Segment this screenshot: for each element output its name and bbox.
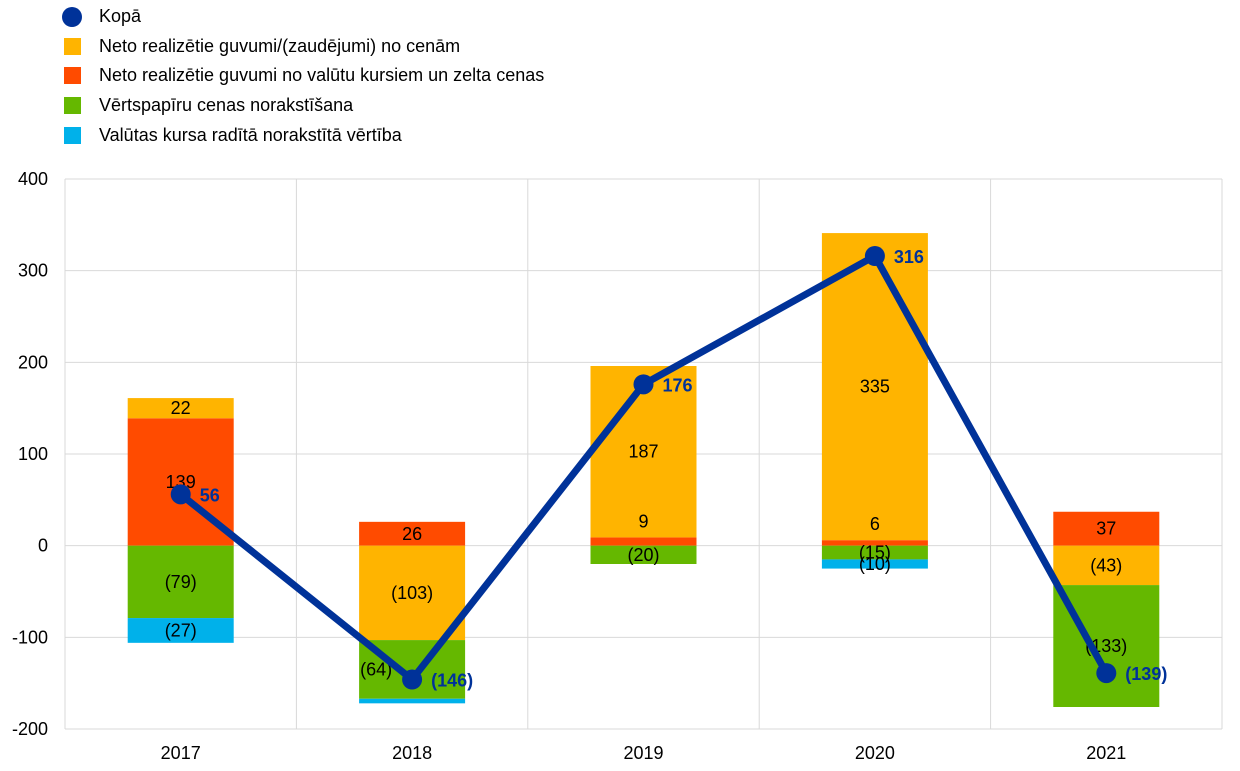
legend-item-fx-writedown: Valūtas kursa radītā norakstītā vērtība [62,120,544,150]
legend-label: Neto realizētie guvumi no valūtu kursiem… [99,65,545,86]
data-label: (103) [391,583,433,603]
data-label: 26 [402,524,422,544]
y-tick-label: 300 [18,261,48,281]
total-label: 316 [894,247,924,267]
total-point [1096,663,1117,684]
legend: Kopā Neto realizētie guvumi/(zaudējumi) … [62,2,544,150]
bar-segment [359,521,466,546]
y-tick-label: 200 [18,352,48,372]
x-tick-label: 2018 [392,743,432,763]
data-label: 139 [166,472,196,492]
data-label: 335 [860,377,890,397]
y-tick-label: -100 [12,627,48,647]
legend-item-total: Kopā [62,2,544,32]
legend-label: Vērtspapīru cenas norakstīšana [99,95,354,116]
y-tick-label: 0 [38,536,48,556]
x-tick-label: 2021 [1086,743,1126,763]
y-tick-label: 100 [18,444,48,464]
total-point [633,374,654,395]
bar-segment [359,698,466,704]
legend-label: Kopā [99,6,142,27]
bar-segment [127,545,234,619]
bar-segment [590,366,697,538]
total-point [402,669,423,690]
data-label: (15) [859,543,891,563]
legend-label: Valūtas kursa radītā norakstītā vērtība [99,124,402,145]
data-label: (79) [165,572,197,592]
x-tick-label: 2020 [855,743,895,763]
data-label: (27) [165,620,197,640]
x-tick-label: 2019 [623,743,663,763]
bar-segment [127,398,234,419]
bar-segment [821,559,928,569]
total-label: (139) [1125,664,1167,684]
data-label: 9 [638,511,648,531]
y-tick-label: -200 [12,719,48,739]
legend-item-fx: Neto realizētie guvumi no valūtu kursiem… [62,61,544,91]
data-label: 22 [171,398,191,418]
legend-swatch [62,6,82,27]
total-point [864,246,885,266]
bar-segment [821,233,928,541]
legend-swatch [64,126,81,144]
bar-segment [821,540,928,546]
legend-label: Neto realizētie guvumi/(zaudējumi) no ce… [99,35,461,56]
bar-segment [1053,511,1160,546]
y-tick-label: 400 [18,169,48,189]
legend-swatch [64,97,81,115]
legend-swatch [64,37,81,55]
data-label: (64) [360,659,392,679]
bar-segment [590,537,697,546]
data-label: (20) [627,545,659,565]
legend-item-price: Neto realizētie guvumi/(zaudējumi) no ce… [62,32,544,62]
bar-segment [359,545,466,641]
bar-segment [590,545,697,564]
data-label: (10) [859,554,891,574]
legend-swatch [64,67,81,85]
data-label: (43) [1090,555,1122,575]
bar-segment [1053,545,1160,586]
bar-segment [821,545,928,560]
x-tick-label: 2017 [161,743,201,763]
total-label: 56 [200,485,220,505]
total-label: 176 [663,375,693,395]
total-label: (146) [431,671,473,691]
data-label: 187 [628,442,658,462]
legend-item-securities: Vērtspapīru cenas norakstīšana [62,91,544,121]
data-label: 6 [870,514,880,534]
total-point [170,484,191,505]
bar-segment [127,618,234,643]
data-label: 37 [1096,519,1116,539]
